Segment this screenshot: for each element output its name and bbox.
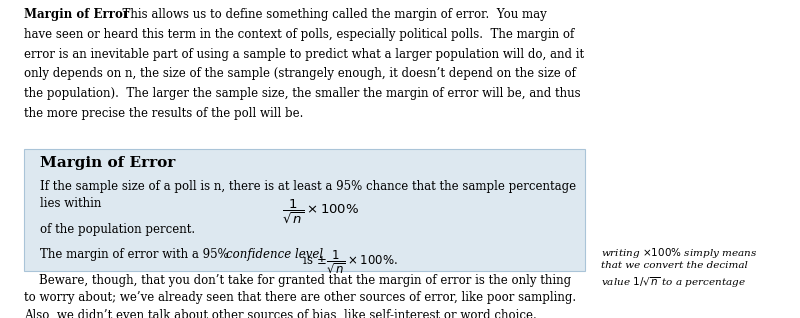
Text: writing $\times 100\%$ simply means: writing $\times 100\%$ simply means	[601, 246, 757, 260]
Text: $\dfrac{1}{\sqrt{n}} \times 100\%$: $\dfrac{1}{\sqrt{n}} \times 100\%$	[282, 197, 360, 225]
Text: lies within: lies within	[40, 197, 101, 210]
Text: value $1/\sqrt{n}$ to a percentage: value $1/\sqrt{n}$ to a percentage	[601, 275, 746, 289]
Text: confidence level: confidence level	[226, 248, 323, 261]
Text: Margin of Error: Margin of Error	[24, 8, 129, 21]
Text: that we convert the decimal: that we convert the decimal	[601, 261, 747, 270]
FancyBboxPatch shape	[24, 149, 585, 271]
Text: the population).  The larger the sample size, the smaller the margin of error wi: the population). The larger the sample s…	[24, 87, 581, 100]
Text: of the population percent.: of the population percent.	[40, 223, 195, 236]
Text: only depends on n, the size of the sample (strangely enough, it doesn’t depend o: only depends on n, the size of the sampl…	[24, 67, 576, 80]
Text: have seen or heard this term in the context of polls, especially political polls: have seen or heard this term in the cont…	[24, 28, 574, 41]
Text: Beware, though, that you don’t take for granted that the margin of error is the : Beware, though, that you don’t take for …	[24, 274, 571, 287]
Text: error is an inevitable part of using a sample to predict what a larger populatio: error is an inevitable part of using a s…	[24, 48, 584, 61]
Text: The margin of error with a 95%: The margin of error with a 95%	[40, 248, 232, 261]
Text: Also, we didn’t even talk about other sources of bias, like self-interest or wor: Also, we didn’t even talk about other so…	[24, 309, 537, 318]
Text: is $\pm\dfrac{1}{\sqrt{n}} \times 100\%$.: is $\pm\dfrac{1}{\sqrt{n}} \times 100\%$…	[299, 248, 398, 275]
Text: This allows us to define something called the margin of error.  You may: This allows us to define something calle…	[115, 8, 547, 21]
Text: Margin of Error: Margin of Error	[40, 156, 175, 170]
Text: If the sample size of a poll is n, there is at least a 95% chance that the sampl: If the sample size of a poll is n, there…	[40, 181, 576, 193]
Text: the more precise the results of the poll will be.: the more precise the results of the poll…	[24, 107, 303, 120]
Text: to worry about; we’ve already seen that there are other sources of error, like p: to worry about; we’ve already seen that …	[24, 291, 576, 304]
